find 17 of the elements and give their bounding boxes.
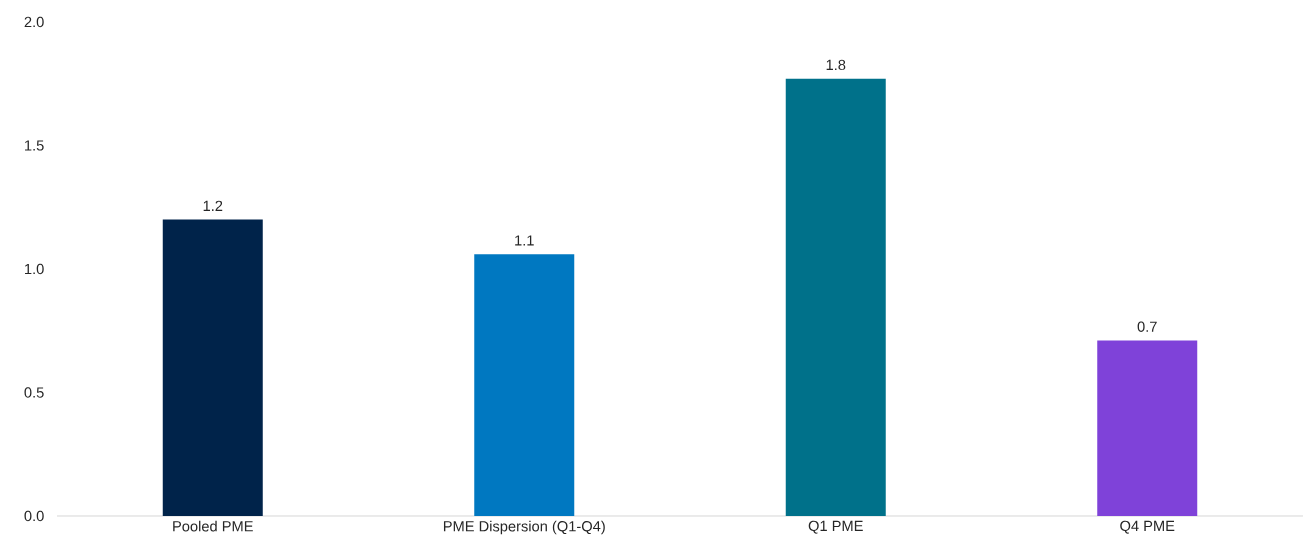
- data-label: 1.1: [515, 235, 534, 246]
- x-tick-label: Q1 PME: [808, 520, 863, 534]
- x-tick-label: Pooled PME: [173, 520, 253, 532]
- x-tick-label: Q4 PME: [1120, 520, 1175, 534]
- data-label: 0.7: [1137, 321, 1157, 332]
- data-label: 1.8: [826, 59, 846, 71]
- y-tick-label: 1.0: [25, 263, 44, 275]
- bar: [1097, 340, 1198, 516]
- y-tick-label: 0.0: [24, 510, 44, 522]
- bar: [162, 219, 263, 516]
- bar: [474, 254, 575, 516]
- data-label: 1.2: [203, 200, 223, 211]
- x-tick-label: PME Dispersion (Q1-Q4): [443, 520, 605, 535]
- y-tick-label: 2.0: [24, 16, 44, 28]
- y-tick-label: 0.5: [24, 387, 44, 398]
- y-tick-label: 1.5: [25, 140, 44, 151]
- bar: [785, 78, 886, 516]
